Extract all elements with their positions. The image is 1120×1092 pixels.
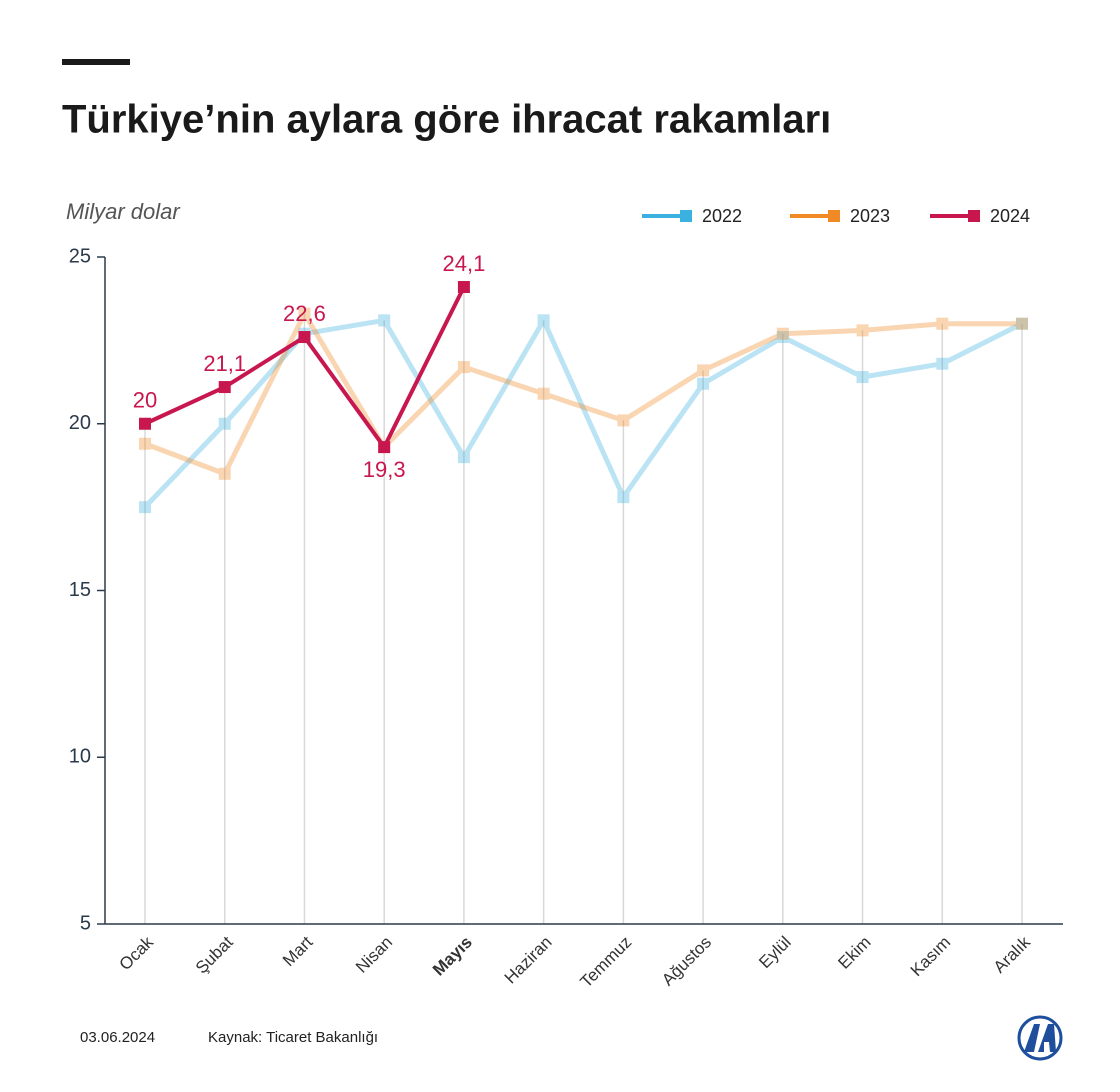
x-tick-label: Mart [279,932,317,970]
y-tick-label: 10 [69,746,91,768]
x-tick-label: Ağustos [658,933,715,990]
y-tick-label: 20 [69,412,91,434]
point [139,501,151,514]
y-tick-label: 5 [80,912,91,934]
source: Kaynak: Ticaret Bakanlığı [208,1029,378,1046]
point [218,381,231,394]
x-tick-label: Temmuz [577,933,636,992]
x-tick-label: Mayıs [429,933,476,980]
point [856,324,869,337]
x-tick-label: Nisan [352,933,396,977]
point [537,387,550,400]
logo [1017,1015,1063,1061]
legend-label: 2022 [702,206,742,226]
value-label: 19,3 [363,457,406,482]
x-tick-label: Şubat [192,932,237,977]
series [139,314,1028,514]
series [139,281,470,454]
point [457,281,470,294]
point [617,414,630,427]
point [378,314,391,327]
date: 03.06.2024 [80,1029,155,1046]
point [856,371,869,384]
point [697,377,710,390]
point [457,361,470,374]
point [537,314,550,327]
x-tick-label: Haziran [501,933,556,988]
point [378,441,391,454]
point [139,437,151,450]
x-tick-label: Aralık [990,932,1035,977]
point [457,451,470,464]
legend-marker [828,210,840,222]
legend-label: 2023 [850,206,890,226]
point [936,357,949,370]
point [298,307,311,320]
point [776,331,789,344]
x-tick-label: Eylül [755,933,794,972]
point [139,417,151,430]
point [1016,317,1028,330]
y-tick-label: 25 [69,245,91,267]
point [617,491,630,504]
point [1016,317,1028,330]
x-tick-label: Ekim [834,933,874,973]
series-line [144,311,1022,477]
legend-marker [680,210,692,222]
point [936,317,949,330]
y-tick-label: 15 [69,579,91,601]
point [776,327,789,340]
legend-marker [968,210,980,222]
value-label: 21,1 [203,351,246,376]
series [139,307,1028,480]
chart-title: Türkiye’nin aylara göre ihracat rakamlar… [62,98,831,142]
x-tick-label: Kasım [907,933,955,981]
title-bar [62,59,130,65]
point [298,331,311,344]
point [218,417,231,430]
point [697,364,710,377]
series-line [143,317,1024,509]
x-tick-label: Ocak [116,932,158,974]
value-label: 22,6 [283,301,326,326]
value-label: 24,1 [442,251,485,276]
legend-label: 2024 [990,206,1030,226]
value-label: 20 [133,388,157,413]
point [218,467,231,480]
y-axis-label: Milyar dolar [66,199,181,224]
